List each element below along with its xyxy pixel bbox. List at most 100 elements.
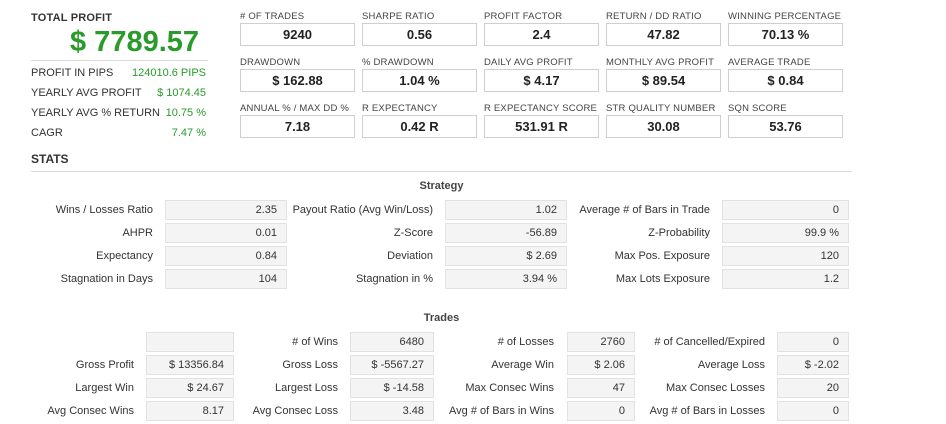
metric-value-annual-max-dd: 7.18 — [240, 115, 355, 138]
trades-value-avg-of-bars-in-losses: 0 — [777, 401, 849, 421]
summary-divider — [31, 60, 208, 61]
trades-label-largest-loss: Largest Loss — [275, 382, 338, 394]
metric-value-daily-avg-profit: $ 4.17 — [484, 69, 599, 92]
trades-value-gross-profit: $ 13356.84 — [146, 355, 234, 375]
metric-value-str-quality-number: 30.08 — [606, 115, 721, 138]
strategy-value-max-pos-exposure: 120 — [722, 246, 849, 266]
metric-label-annual-max-dd: ANNUAL % / MAX DD % — [240, 103, 350, 114]
stats-title: STATS — [31, 152, 69, 166]
strategy-value-stagnation-in-days: 104 — [165, 269, 287, 289]
strategy-label-z-probability: Z-Probability — [648, 227, 710, 239]
metric-label-r-expectancy-score: R EXPECTANCY SCORE — [484, 103, 598, 114]
strategy-label-deviation: Deviation — [387, 250, 433, 262]
strategy-label-z-score: Z-Score — [393, 227, 433, 239]
strategy-title: Strategy — [419, 180, 464, 192]
trades-label-average-loss: Average Loss — [697, 359, 765, 371]
trades-label-largest-win: Largest Win — [75, 382, 134, 394]
metric-label-str-quality-number: STR QUALITY NUMBER — [606, 103, 716, 114]
metric-value-drawdown: $ 162.88 — [240, 69, 355, 92]
trades-label-max-consec-wins: Max Consec Wins — [465, 382, 554, 394]
trades-value-avg-consec-wins: 8.17 — [146, 401, 234, 421]
metric-label-monthly-avg-profit: MONTHLY AVG PROFIT — [606, 57, 715, 68]
metric-value-winning-percentage: 70.13 % — [728, 23, 843, 46]
trades-value-of-wins: 6480 — [350, 332, 434, 352]
summary-row-label: YEARLY AVG % RETURN — [31, 107, 160, 119]
strategy-label-stagnation-in-days: Stagnation in Days — [60, 273, 153, 285]
trades-label-avg-of-bars-in-wins: Avg # of Bars in Wins — [449, 405, 554, 417]
trades-value-of-losses: 2760 — [567, 332, 635, 352]
strategy-label-max-pos-exposure: Max Pos. Exposure — [614, 250, 710, 262]
strategy-label-stagnation-in: Stagnation in % — [355, 273, 433, 285]
strategy-label-expectancy: Expectancy — [96, 250, 153, 262]
strategy-value-max-lots-exposure: 1.2 — [722, 269, 849, 289]
strategy-label-payout-ratio-avg-win-loss: Payout Ratio (Avg Win/Loss) — [292, 204, 433, 216]
trades-label-avg-consec-wins: Avg Consec Wins — [47, 405, 134, 417]
total-profit-label: TOTAL PROFIT — [31, 12, 113, 24]
metric-label-r-expectancy: R EXPECTANCY — [362, 103, 438, 114]
metric-value-return-dd-ratio: 47.82 — [606, 23, 721, 46]
trades-value-average-loss: $ -2.02 — [777, 355, 849, 375]
trades-label-average-win: Average Win — [491, 359, 554, 371]
metric-value-of-trades: 9240 — [240, 23, 355, 46]
metric-label-return-dd-ratio: RETURN / DD RATIO — [606, 11, 702, 22]
strategy-value-z-probability: 99.9 % — [722, 223, 849, 243]
trades-label-gross-profit: Gross Profit — [75, 359, 134, 371]
trades-value-avg-consec-loss: 3.48 — [350, 401, 434, 421]
trades-label-gross-loss: Gross Loss — [282, 359, 338, 371]
metric-label-winning-percentage: WINNING PERCENTAGE — [728, 11, 842, 22]
strategy-value-expectancy: 0.84 — [165, 246, 287, 266]
summary-row-label: CAGR — [31, 127, 63, 139]
trades-value-gross-loss: $ -5567.27 — [350, 355, 434, 375]
strategy-label-average-of-bars-in-trade: Average # of Bars in Trade — [579, 204, 710, 216]
metric-value-profit-factor: 2.4 — [484, 23, 599, 46]
metric-label-sharpe-ratio: SHARPE RATIO — [362, 11, 435, 22]
metric-value-monthly-avg-profit: $ 89.54 — [606, 69, 721, 92]
metric-label-sqn-score: SQN SCORE — [728, 103, 787, 114]
metric-value-drawdown: 1.04 % — [362, 69, 477, 92]
stats-divider — [31, 171, 852, 172]
strategy-value-ahpr: 0.01 — [165, 223, 287, 243]
metric-value-sharpe-ratio: 0.56 — [362, 23, 477, 46]
trades-label-of-cancelled-expired: # of Cancelled/Expired — [654, 336, 765, 348]
strategy-value-payout-ratio-avg-win-loss: 1.02 — [445, 200, 567, 220]
trades-label-of-wins: # of Wins — [292, 336, 338, 348]
trades-label-avg-of-bars-in-losses: Avg # of Bars in Losses — [649, 405, 765, 417]
strategy-label-ahpr: AHPR — [122, 227, 153, 239]
summary-row-value: 7.47 % — [171, 127, 206, 139]
trades-label-avg-consec-loss: Avg Consec Loss — [252, 405, 338, 417]
summary-row-value: $ 1074.45 — [157, 87, 206, 99]
total-profit-value: $ 7789.57 — [70, 26, 200, 58]
trades-label-of-losses: # of Losses — [497, 336, 554, 348]
strategy-value-wins-losses-ratio: 2.35 — [165, 200, 287, 220]
trades-value-blank — [146, 332, 234, 352]
trades-value-largest-win: $ 24.67 — [146, 378, 234, 398]
strategy-value-stagnation-in: 3.94 % — [445, 269, 567, 289]
trades-value-max-consec-wins: 47 — [567, 378, 635, 398]
summary-row-value: 10.75 % — [165, 107, 206, 119]
metric-label-drawdown: DRAWDOWN — [240, 57, 301, 68]
metric-label-profit-factor: PROFIT FACTOR — [484, 11, 563, 22]
trades-value-average-win: $ 2.06 — [567, 355, 635, 375]
trades-title: Trades — [423, 312, 460, 324]
trades-value-of-cancelled-expired: 0 — [777, 332, 849, 352]
summary-row-value: 124010.6 PIPS — [131, 67, 206, 79]
summary-row-label: YEARLY AVG PROFIT — [31, 87, 142, 99]
metric-label-daily-avg-profit: DAILY AVG PROFIT — [484, 57, 573, 68]
metric-label-drawdown: % DRAWDOWN — [362, 57, 434, 68]
strategy-value-deviation: $ 2.69 — [445, 246, 567, 266]
strategy-label-wins-losses-ratio: Wins / Losses Ratio — [55, 204, 153, 216]
metric-value-r-expectancy: 0.42 R — [362, 115, 477, 138]
trades-value-avg-of-bars-in-wins: 0 — [567, 401, 635, 421]
metric-label-of-trades: # OF TRADES — [240, 11, 305, 22]
strategy-value-average-of-bars-in-trade: 0 — [722, 200, 849, 220]
summary-row-label: PROFIT IN PIPS — [31, 67, 114, 79]
metric-value-r-expectancy-score: 531.91 R — [484, 115, 599, 138]
strategy-value-z-score: -56.89 — [445, 223, 567, 243]
trades-value-max-consec-losses: 20 — [777, 378, 849, 398]
strategy-label-max-lots-exposure: Max Lots Exposure — [615, 273, 710, 285]
trades-label-max-consec-losses: Max Consec Losses — [665, 382, 765, 394]
metric-value-sqn-score: 53.76 — [728, 115, 843, 138]
metric-label-average-trade: AVERAGE TRADE — [728, 57, 811, 68]
metric-value-average-trade: $ 0.84 — [728, 69, 843, 92]
trades-value-largest-loss: $ -14.58 — [350, 378, 434, 398]
